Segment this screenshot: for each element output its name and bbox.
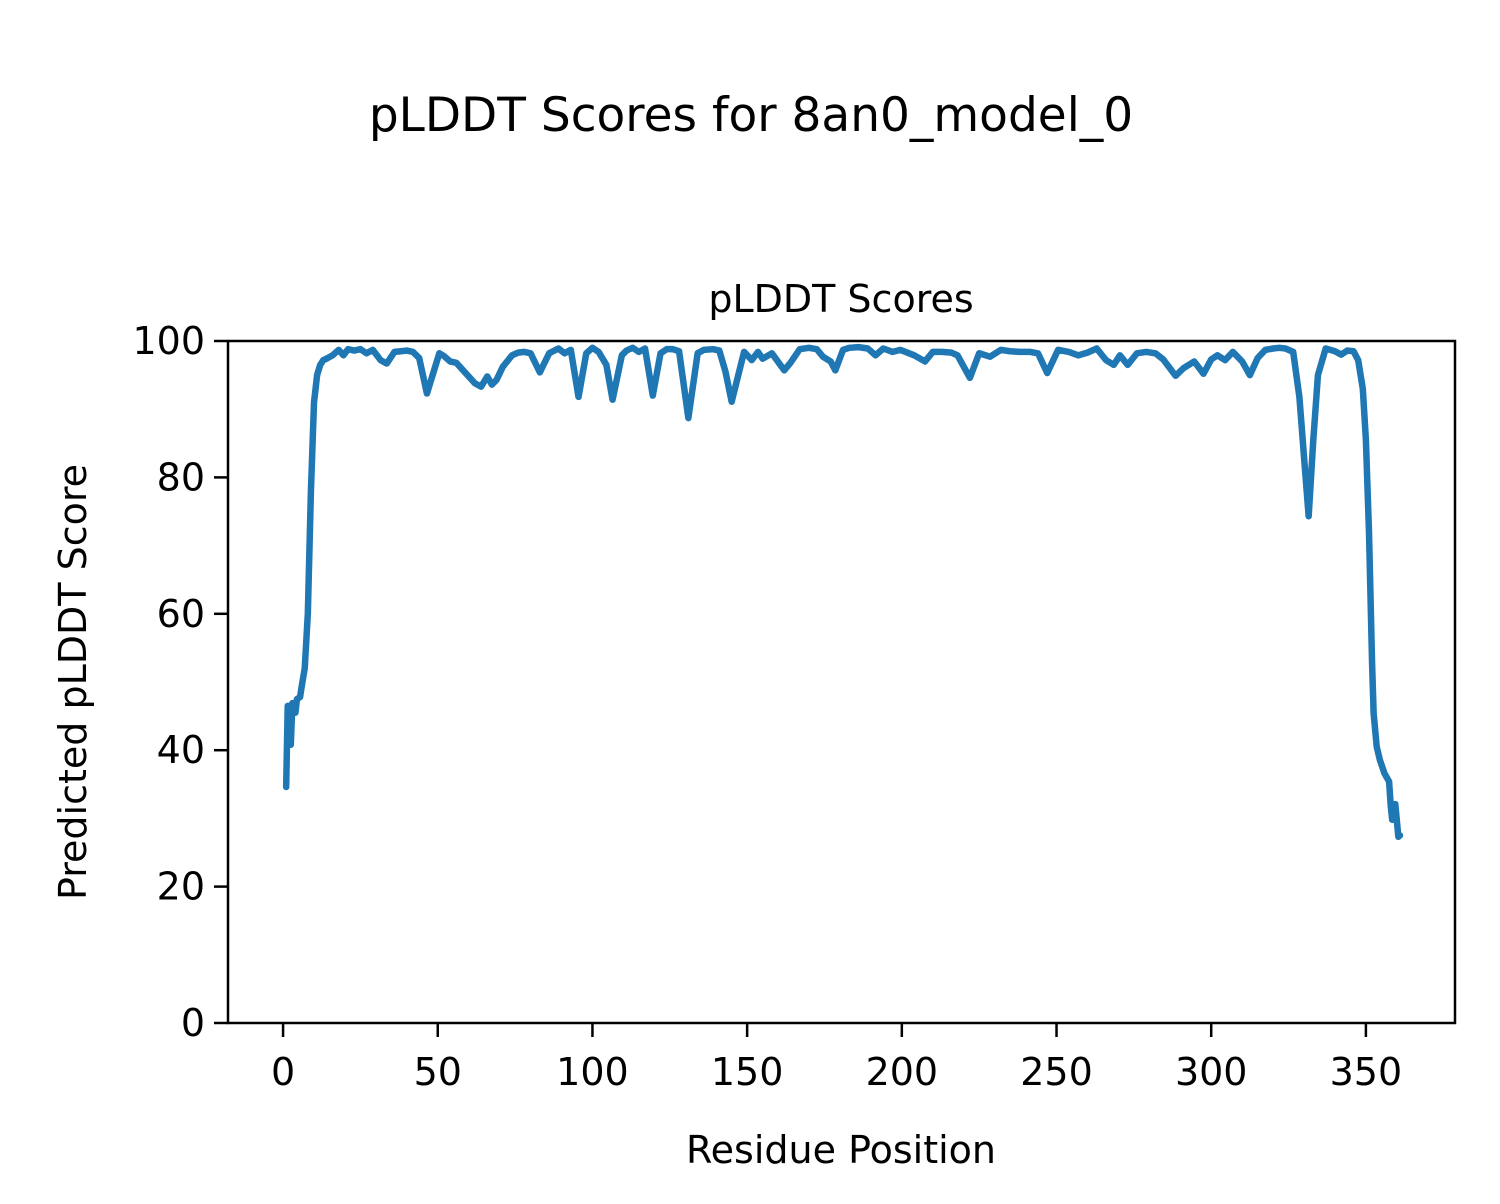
y-axis-ticks: 0 20 40 60 80 100 — [132, 319, 228, 1045]
axes-title: pLDDT Scores — [708, 277, 973, 321]
x-tick-label: 250 — [1020, 1050, 1093, 1094]
x-tick-label: 50 — [414, 1050, 462, 1094]
y-tick-label: 80 — [157, 455, 205, 499]
x-tick-label: 350 — [1330, 1050, 1403, 1094]
x-tick-label: 200 — [866, 1050, 939, 1094]
x-tick-label: 150 — [711, 1050, 784, 1094]
y-tick-label: 0 — [181, 1001, 205, 1045]
x-axis-label: Residue Position — [686, 1128, 996, 1172]
y-tick-label: 20 — [157, 865, 205, 909]
y-tick-label: 40 — [157, 728, 205, 772]
figure-title: pLDDT Scores for 8an0_model_0 — [369, 88, 1133, 143]
y-tick-label: 100 — [132, 319, 205, 363]
x-tick-label: 100 — [556, 1050, 629, 1094]
plot-border — [226, 339, 1457, 1025]
x-tick-label: 300 — [1175, 1050, 1248, 1094]
pldd-score-line — [282, 343, 1404, 841]
x-axis-ticks: 0 50 100 150 200 250 300 350 — [271, 1023, 1402, 1094]
x-tick-label: 0 — [271, 1050, 295, 1094]
y-axis-label: Predicted pLDDT Score — [51, 464, 95, 900]
y-tick-label: 60 — [157, 592, 205, 636]
